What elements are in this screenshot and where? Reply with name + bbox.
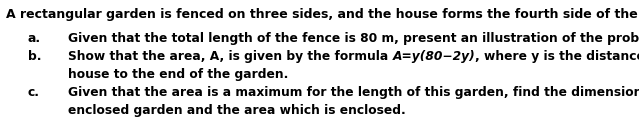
Text: b.: b. <box>28 50 42 63</box>
Text: Given that the total length of the fence is 80 m, present an illustration of the: Given that the total length of the fence… <box>68 32 639 45</box>
Text: Show that the area, A, is given by the formula: Show that the area, A, is given by the f… <box>68 50 392 63</box>
Text: c.: c. <box>28 86 40 99</box>
Text: A=y(80−2y): A=y(80−2y) <box>392 50 475 63</box>
Text: enclosed garden and the area which is enclosed.: enclosed garden and the area which is en… <box>68 104 406 117</box>
Text: Given that the area is a maximum for the length of this garden, find the dimensi: Given that the area is a maximum for the… <box>68 86 639 99</box>
Text: A rectangular garden is fenced on three sides, and the house forms the fourth si: A rectangular garden is fenced on three … <box>6 8 639 21</box>
Text: a.: a. <box>28 32 41 45</box>
Text: , where y is the distance from the: , where y is the distance from the <box>475 50 639 63</box>
Text: house to the end of the garden.: house to the end of the garden. <box>68 68 288 81</box>
